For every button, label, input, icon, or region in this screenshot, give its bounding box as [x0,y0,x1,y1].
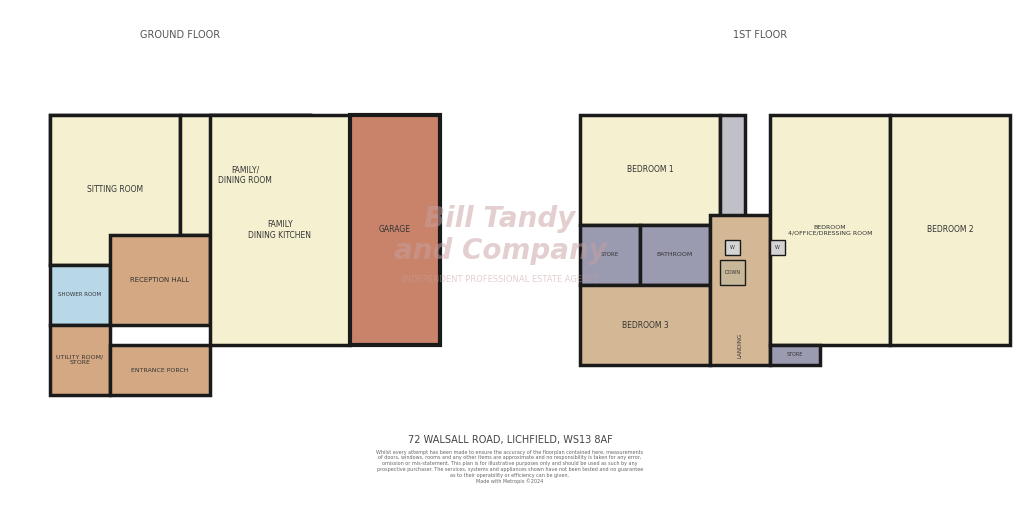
Bar [725,240,739,255]
Text: STORE: STORE [786,352,802,358]
Bar [769,345,819,365]
Bar [179,115,310,235]
Text: RECEPTION HALL: RECEPTION HALL [130,277,190,283]
Text: BEDROOM 2: BEDROOM 2 [926,226,972,234]
Bar [639,225,709,285]
Text: STORE: STORE [600,252,619,258]
Bar [110,345,210,395]
Bar [890,115,1009,345]
Text: LANDING: LANDING [737,332,742,358]
Text: INDEPENDENT PROFESSIONAL ESTATE AGENTS: INDEPENDENT PROFESSIONAL ESTATE AGENTS [401,276,598,284]
Text: BATHROOM: BATHROOM [656,252,693,258]
Text: FAMILY/
DINING ROOM: FAMILY/ DINING ROOM [218,165,272,185]
Text: BEDROOM
4/OFFICE/DRESSING ROOM: BEDROOM 4/OFFICE/DRESSING ROOM [787,225,871,235]
Text: Bill Tandy
and Company: Bill Tandy and Company [393,205,606,265]
Text: BEDROOM 1: BEDROOM 1 [626,166,673,175]
Bar [769,115,890,345]
Bar [769,240,785,255]
Text: GROUND FLOOR: GROUND FLOOR [140,30,220,40]
Bar [50,265,110,325]
Text: GARAGE: GARAGE [379,226,411,234]
Text: UTILITY ROOM/
STORE: UTILITY ROOM/ STORE [56,355,104,366]
Bar [719,115,744,225]
Bar [210,115,350,345]
Bar [350,115,439,345]
Text: W: W [730,245,735,250]
Bar [580,225,639,285]
Text: BEDROOM 3: BEDROOM 3 [621,321,667,329]
Bar [50,325,110,395]
Text: 72 WALSALL ROAD, LICHFIELD, WS13 8AF: 72 WALSALL ROAD, LICHFIELD, WS13 8AF [408,435,611,445]
Bar [709,215,769,365]
Bar [110,235,210,325]
Text: SHOWER ROOM: SHOWER ROOM [58,292,102,297]
Text: ENTRANCE PORCH: ENTRANCE PORCH [131,368,189,373]
Text: Whilst every attempt has been made to ensure the accuracy of the floorplan conta: Whilst every attempt has been made to en… [376,449,643,484]
Bar [580,285,709,365]
Text: DOWN: DOWN [723,270,740,275]
Bar [719,260,744,285]
Text: FAMILY
DINING KITCHEN: FAMILY DINING KITCHEN [249,220,311,240]
Bar [50,115,310,265]
Text: 1ST FLOOR: 1ST FLOOR [733,30,787,40]
Bar [50,115,179,265]
Text: W: W [774,245,780,250]
Bar [580,115,719,225]
Text: SITTING ROOM: SITTING ROOM [87,185,143,194]
